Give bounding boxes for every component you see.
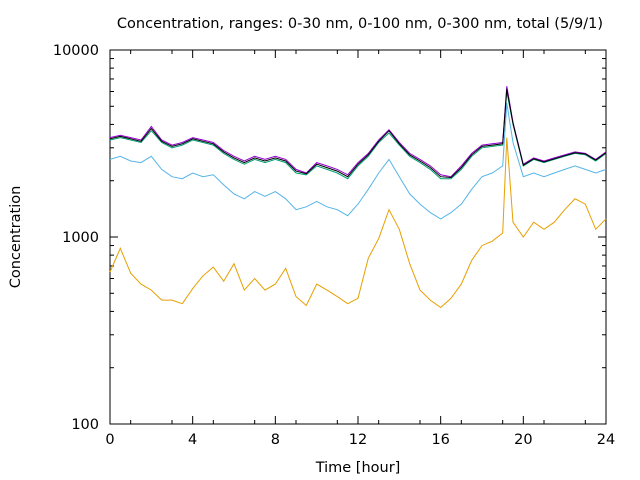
x-tick-label: 24 (597, 432, 615, 448)
x-tick-label: 0 (105, 432, 114, 448)
x-tick-label: 12 (349, 432, 367, 448)
series-line-4 (109, 86, 607, 178)
x-tick-label: 20 (514, 432, 532, 448)
series-line-2 (109, 103, 607, 220)
axis-ticks: 0 4 8 12 16 20 24 100 1000 10000 (53, 43, 615, 448)
series-line-5 (109, 88, 607, 179)
x-tick-label: 16 (431, 432, 449, 448)
y-tick-label: 1000 (62, 230, 99, 246)
y-axis-label: Concentration (8, 186, 24, 289)
x-tick-label: 4 (188, 432, 197, 448)
x-axis-label: Time [hour] (315, 460, 401, 476)
series-line-3 (109, 91, 607, 180)
series-layer (109, 86, 607, 309)
y-tick-label: 100 (71, 417, 99, 433)
chart-title: Concentration, ranges: 0-30 nm, 0-100 nm… (117, 16, 603, 32)
series-line-1 (109, 137, 607, 309)
x-tick-label: 8 (271, 432, 280, 448)
plot-frame (109, 49, 607, 425)
y-tick-label: 10000 (53, 43, 99, 59)
